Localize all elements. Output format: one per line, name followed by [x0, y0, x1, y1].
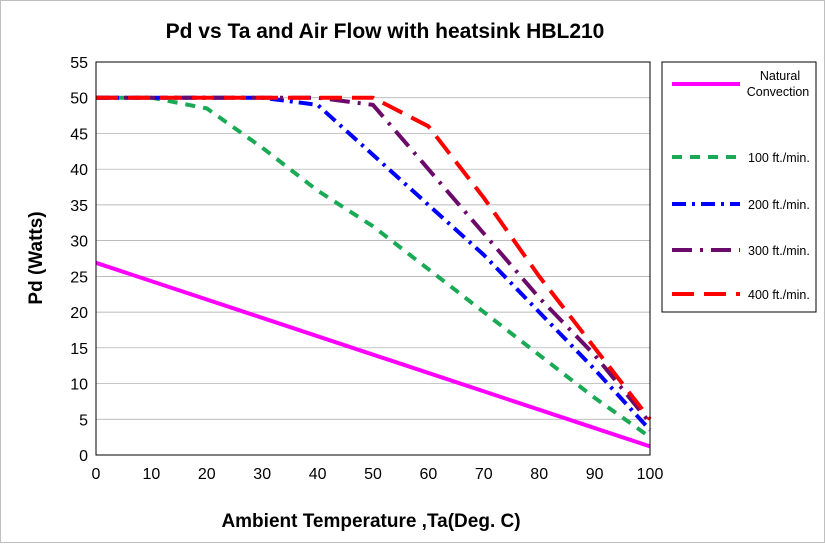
x-tick-label: 50 — [364, 466, 382, 483]
y-tick-label: 30 — [70, 234, 88, 251]
x-tick-label: 0 — [92, 466, 101, 483]
y-tick-label: 10 — [70, 377, 88, 394]
x-tick-label: 20 — [198, 466, 216, 483]
legend-label-2: 100 ft./min. — [748, 151, 810, 165]
chart-title: Pd vs Ta and Air Flow with heatsink HBL2… — [166, 20, 605, 43]
x-tick-label: 40 — [309, 466, 327, 483]
x-tick-label: 80 — [530, 466, 548, 483]
y-tick-label: 25 — [70, 269, 88, 286]
series-line-4 — [96, 95, 652, 425]
legend: Natural Convection 100 ft./min. 200 ft./min… — [672, 69, 810, 302]
x-tick-label: 70 — [475, 466, 493, 483]
series-lines — [95, 95, 652, 449]
series-line-3 — [96, 95, 652, 432]
legend-label-4: 300 ft./min. — [748, 244, 810, 258]
x-tick-label: 30 — [253, 466, 271, 483]
x-tick-label: 100 — [637, 466, 664, 483]
y-tick-labels: 0 5 10 15 20 25 30 35 40 45 50 55 — [70, 55, 88, 465]
y-tick-label: 5 — [79, 412, 88, 429]
x-axis-label: Ambient Temperature ,Ta(Deg. C) — [221, 511, 520, 532]
x-tick-label: 90 — [586, 466, 604, 483]
x-tick-label: 10 — [143, 466, 161, 483]
y-tick-label: 35 — [70, 198, 88, 215]
y-tick-label: 0 — [79, 448, 88, 465]
series-line-2 — [96, 95, 652, 439]
y-tick-label: 50 — [70, 91, 88, 108]
y-tick-label: 45 — [70, 126, 88, 143]
series-line-5 — [96, 95, 652, 421]
y-tick-label: 15 — [70, 341, 88, 358]
legend-label-1: Natural Convection — [747, 69, 810, 99]
legend-label-5: 400 ft./min. — [748, 288, 810, 302]
y-tick-label: 20 — [70, 305, 88, 322]
x-tick-label: 60 — [420, 466, 438, 483]
x-tick-labels: 0 10 20 30 40 50 60 70 80 90 100 — [92, 466, 664, 483]
legend-box — [661, 61, 817, 313]
plot-area-border — [95, 61, 651, 456]
y-axis-label: Pd (Watts) — [26, 211, 47, 304]
legend-label-3: 200 ft./min. — [748, 198, 810, 212]
series-line-1 — [95, 260, 651, 449]
y-tick-label: 40 — [70, 162, 88, 179]
y-tick-label: 55 — [70, 55, 88, 72]
